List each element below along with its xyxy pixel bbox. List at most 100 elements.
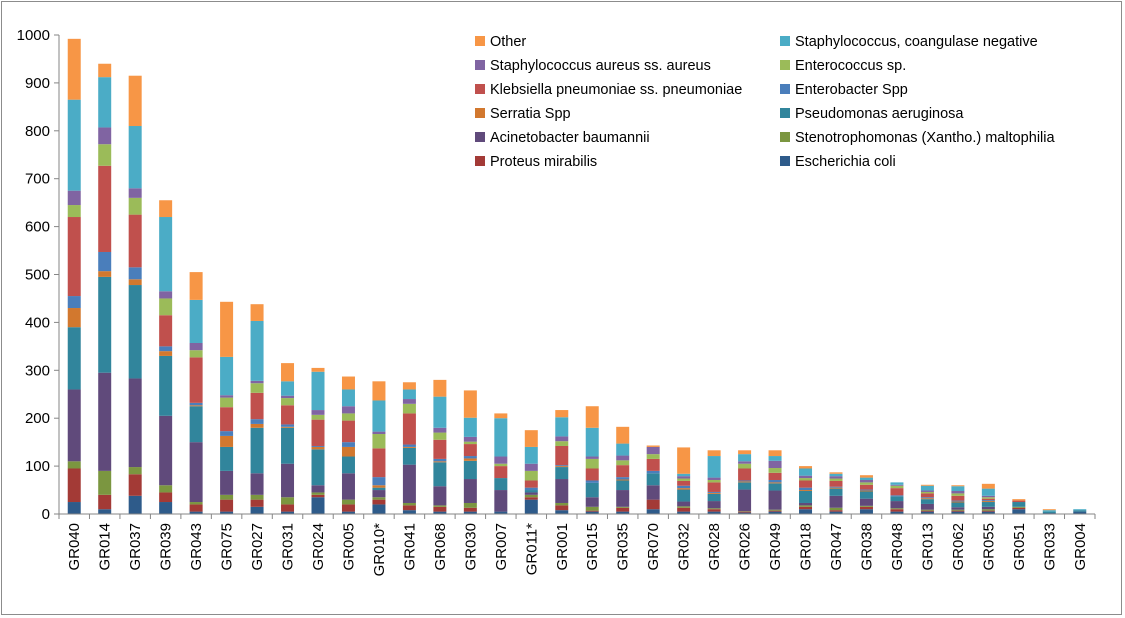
bar-segment	[707, 477, 721, 480]
bar-stack-gr049	[768, 450, 782, 514]
y-tick-label: 500	[25, 267, 50, 284]
bar-segment	[433, 396, 447, 428]
bar-segment	[1012, 502, 1026, 507]
bar-segment	[250, 494, 264, 500]
legend-entry: Klebsiella pneumoniae ss. pneumoniae	[475, 82, 742, 98]
bar-stack-gr038	[859, 475, 873, 514]
bar-segment	[768, 490, 782, 510]
bar-segment	[981, 506, 995, 510]
bar-segment	[159, 415, 173, 486]
bar-segment	[524, 497, 538, 500]
bar-segment	[585, 497, 599, 507]
x-tick-label: GR047	[828, 523, 845, 571]
bar-segment	[189, 342, 203, 351]
bar-stack-gr015	[585, 406, 599, 514]
bar-segment	[98, 165, 112, 252]
bar-segment	[128, 378, 142, 468]
bar-segment	[159, 355, 173, 416]
legend-label: Enterobacter Spp	[795, 82, 908, 98]
legend-swatch	[475, 132, 485, 142]
bar-segment	[220, 431, 234, 436]
bar-segment	[402, 389, 416, 400]
bar-segment	[951, 509, 965, 511]
bar-segment	[433, 427, 447, 433]
bar-segment	[677, 489, 691, 502]
bar-segment	[524, 470, 538, 481]
bar-segment	[281, 381, 295, 396]
bar-segment	[859, 484, 873, 490]
bar-segment	[494, 466, 508, 479]
bar-segment	[981, 497, 995, 499]
bar-segment	[433, 379, 447, 397]
bar-segment	[768, 468, 782, 473]
bar-segment	[799, 475, 813, 479]
bar-segment	[890, 495, 904, 497]
bar-segment	[890, 511, 904, 514]
bar-segment	[920, 498, 934, 500]
bar-segment	[341, 413, 355, 421]
bar-segment	[616, 460, 630, 466]
bar-segment	[128, 188, 142, 198]
bar-segment	[281, 427, 295, 464]
bar-segment	[646, 458, 660, 471]
bar-segment	[646, 445, 660, 447]
legend-label: Proteus mirabilis	[490, 154, 597, 170]
x-tick-label: GR070	[645, 523, 662, 571]
x-tick-label: GR013	[919, 523, 936, 571]
legend-entry: Staphylococcus, coangulase negative	[780, 34, 1038, 50]
bar-segment	[829, 507, 843, 511]
bar-segment	[555, 467, 569, 480]
legend-swatch	[780, 108, 790, 118]
bar-segment	[951, 502, 965, 508]
bar-segment	[616, 455, 630, 461]
bar-segment	[768, 510, 782, 512]
bar-segment	[463, 436, 477, 442]
bar-segment	[768, 472, 782, 480]
bar-stack-gr030	[463, 390, 477, 514]
bar-segment	[738, 454, 752, 462]
bar-segment	[220, 511, 234, 514]
x-tick-label: GR049	[767, 523, 784, 571]
bar-segment	[402, 382, 416, 390]
bar-segment	[250, 419, 264, 424]
bar-segment	[555, 505, 569, 511]
x-tick-label: GR011*	[523, 523, 540, 575]
bar-segment	[981, 501, 995, 503]
bar-segment	[128, 214, 142, 268]
bar-segment	[98, 251, 112, 272]
bar-segment	[951, 507, 965, 510]
bar-segment	[220, 446, 234, 471]
x-tick-label: GR005	[340, 523, 357, 571]
bar-stack-gr018	[799, 466, 813, 514]
bar-segment	[463, 507, 477, 512]
bar-segment	[829, 480, 843, 487]
bar-segment	[250, 473, 264, 495]
bar-segment	[920, 493, 934, 498]
bar-segment	[829, 476, 843, 479]
bar-segment	[98, 509, 112, 514]
y-tick-label: 300	[25, 362, 50, 379]
bar-stack-gr028	[707, 450, 721, 514]
bar-segment	[159, 492, 173, 503]
legend-entry: Other	[475, 34, 526, 50]
bar-segment	[859, 482, 873, 485]
bar-segment	[707, 491, 721, 493]
bar-segment	[616, 480, 630, 491]
bar-segment	[189, 350, 203, 358]
bar-stack-gr040	[67, 38, 81, 514]
x-tick-label: GR004	[1072, 523, 1089, 571]
bar-segment	[433, 505, 447, 507]
bar-segment	[524, 490, 538, 493]
bar-segment	[920, 511, 934, 514]
bar-segment	[890, 484, 904, 486]
bar-segment	[951, 485, 965, 487]
bar-segment	[98, 77, 112, 128]
bar-segment	[646, 473, 660, 486]
y-tick-label: 0	[42, 506, 50, 523]
bar-stack-gr010-star	[372, 381, 386, 514]
bar-segment	[189, 272, 203, 300]
bar-segment	[128, 197, 142, 215]
legend-label: Klebsiella pneumoniae ss. pneumoniae	[490, 82, 742, 98]
bar-segment	[799, 468, 813, 476]
bar-segment	[67, 205, 81, 218]
